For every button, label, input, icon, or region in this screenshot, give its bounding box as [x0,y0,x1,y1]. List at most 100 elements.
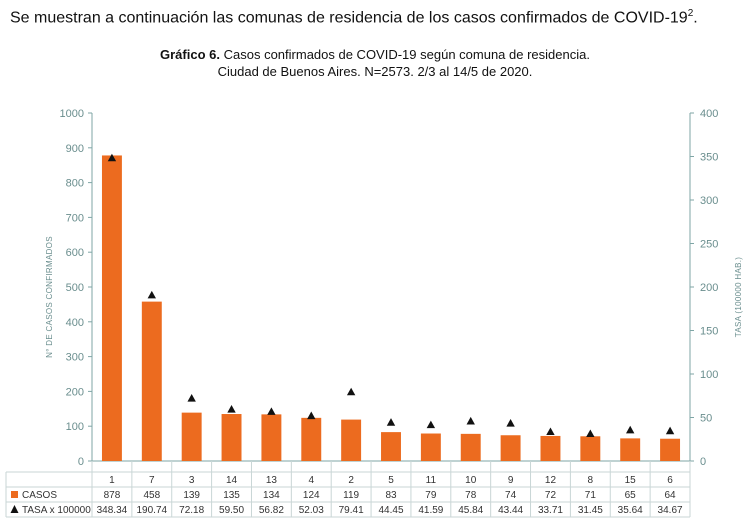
rate-markers [107,153,675,437]
bar-casos [500,435,521,461]
footnote-mark: 2 [687,8,694,19]
tasa-value: 79.41 [339,505,364,516]
left-axis-title: N° DE CASOS CONFIRMADOS [45,236,54,358]
casos-value: 878 [104,490,121,501]
category-label: 13 [266,475,278,486]
tasa-value: 43.44 [498,505,523,516]
casos-value: 71 [585,490,597,501]
bar-casos [181,412,202,461]
bar-casos [620,438,641,461]
category-label: 11 [426,475,437,486]
tasa-value: 44.45 [378,505,403,516]
marker-tasa [386,418,396,426]
right-tick-label: 50 [700,413,712,425]
right-tick-label: 0 [700,456,706,468]
left-tick-label: 600 [66,247,84,259]
category-label: 14 [226,475,238,486]
tasa-value: 348.34 [97,505,128,516]
tasa-value: 35.64 [618,505,643,516]
marker-tasa [506,419,515,427]
left-tick-label: 300 [66,352,84,364]
legend-label-casos: CASOS [22,490,57,501]
tasa-value: 31.45 [578,505,603,516]
right-tick-label: 300 [700,195,718,207]
legend-label-tasa: TASA x 100000 [22,505,91,516]
bar-casos [261,414,282,461]
bar-casos [301,417,322,461]
marker-tasa [346,387,356,396]
casos-value: 458 [143,490,160,501]
right-tick-label: 350 [700,152,718,164]
chart-title: Gráfico 6. Casos confirmados de COVID-19… [0,46,750,80]
left-tick-label: 1000 [60,108,84,120]
right-tick-label: 100 [700,369,718,381]
tasa-value: 45.84 [458,505,483,516]
marker-tasa [626,425,635,434]
casos-value: 139 [183,490,200,501]
left-tick-label: 900 [66,143,84,155]
tasa-value: 190.74 [137,505,168,516]
right-tick-label: 200 [700,282,718,294]
category-label: 2 [348,475,354,486]
intro-text: Se muestran a continuación las comunas d… [10,8,698,27]
casos-value: 135 [223,490,240,501]
intro-sentence: Se muestran a continuación las comunas d… [10,9,688,27]
category-label: 15 [625,475,637,486]
chart-title-line2: Ciudad de Buenos Aires. N=2573. 2/3 al 1… [217,64,533,79]
left-tick-label: 800 [66,178,84,190]
bars [101,155,681,461]
casos-value: 83 [385,490,397,501]
tasa-value: 52.03 [299,505,324,516]
marker-tasa [665,426,675,435]
bar-casos [660,438,681,461]
bar-casos [341,419,362,461]
tasa-value: 33.71 [538,505,563,516]
tasa-value: 34.67 [658,505,683,516]
left-tick-label: 0 [78,456,84,468]
casos-value: 124 [303,490,320,501]
casos-value: 65 [625,490,637,501]
category-label: 6 [667,475,673,486]
left-tick-label: 700 [66,212,84,224]
left-tick-label: 200 [66,386,84,398]
casos-value: 79 [425,490,437,501]
marker-tasa [107,153,117,162]
category-label: 8 [588,475,594,486]
casos-value: 74 [505,490,517,501]
marker-tasa [466,416,475,425]
marker-tasa [307,411,316,420]
left-tick-label: 400 [66,317,84,329]
bar-casos [420,433,441,461]
category-label: 1 [109,475,115,486]
tasa-value: 72.18 [179,505,204,516]
marker-tasa [147,290,156,299]
category-label: 3 [189,475,195,486]
category-label: 12 [545,475,557,486]
category-label: 4 [308,475,314,486]
category-label: 10 [465,475,477,486]
tasa-value: 56.82 [259,505,284,516]
bar-casos [460,433,481,461]
casos-value: 72 [545,490,557,501]
bar-casos [540,435,561,461]
marker-tasa [267,407,276,415]
right-tick-label: 250 [700,239,718,251]
tasa-value: 41.59 [418,505,443,516]
right-tick-label: 150 [700,326,718,338]
legend-key-tasa [10,505,19,513]
bar-casos [101,155,122,461]
right-axis-title: TASA (100000 HAB.) [734,257,743,337]
left-tick-label: 100 [66,421,84,433]
category-label: 5 [388,475,394,486]
category-label: 7 [149,475,155,486]
casos-value: 78 [465,490,477,501]
marker-tasa [546,427,555,436]
legend-key-casos [11,491,18,498]
bar-casos [580,436,601,461]
marker-tasa [586,429,595,437]
marker-tasa [426,420,436,429]
casos-value: 119 [343,490,359,501]
bar-casos [141,301,162,461]
